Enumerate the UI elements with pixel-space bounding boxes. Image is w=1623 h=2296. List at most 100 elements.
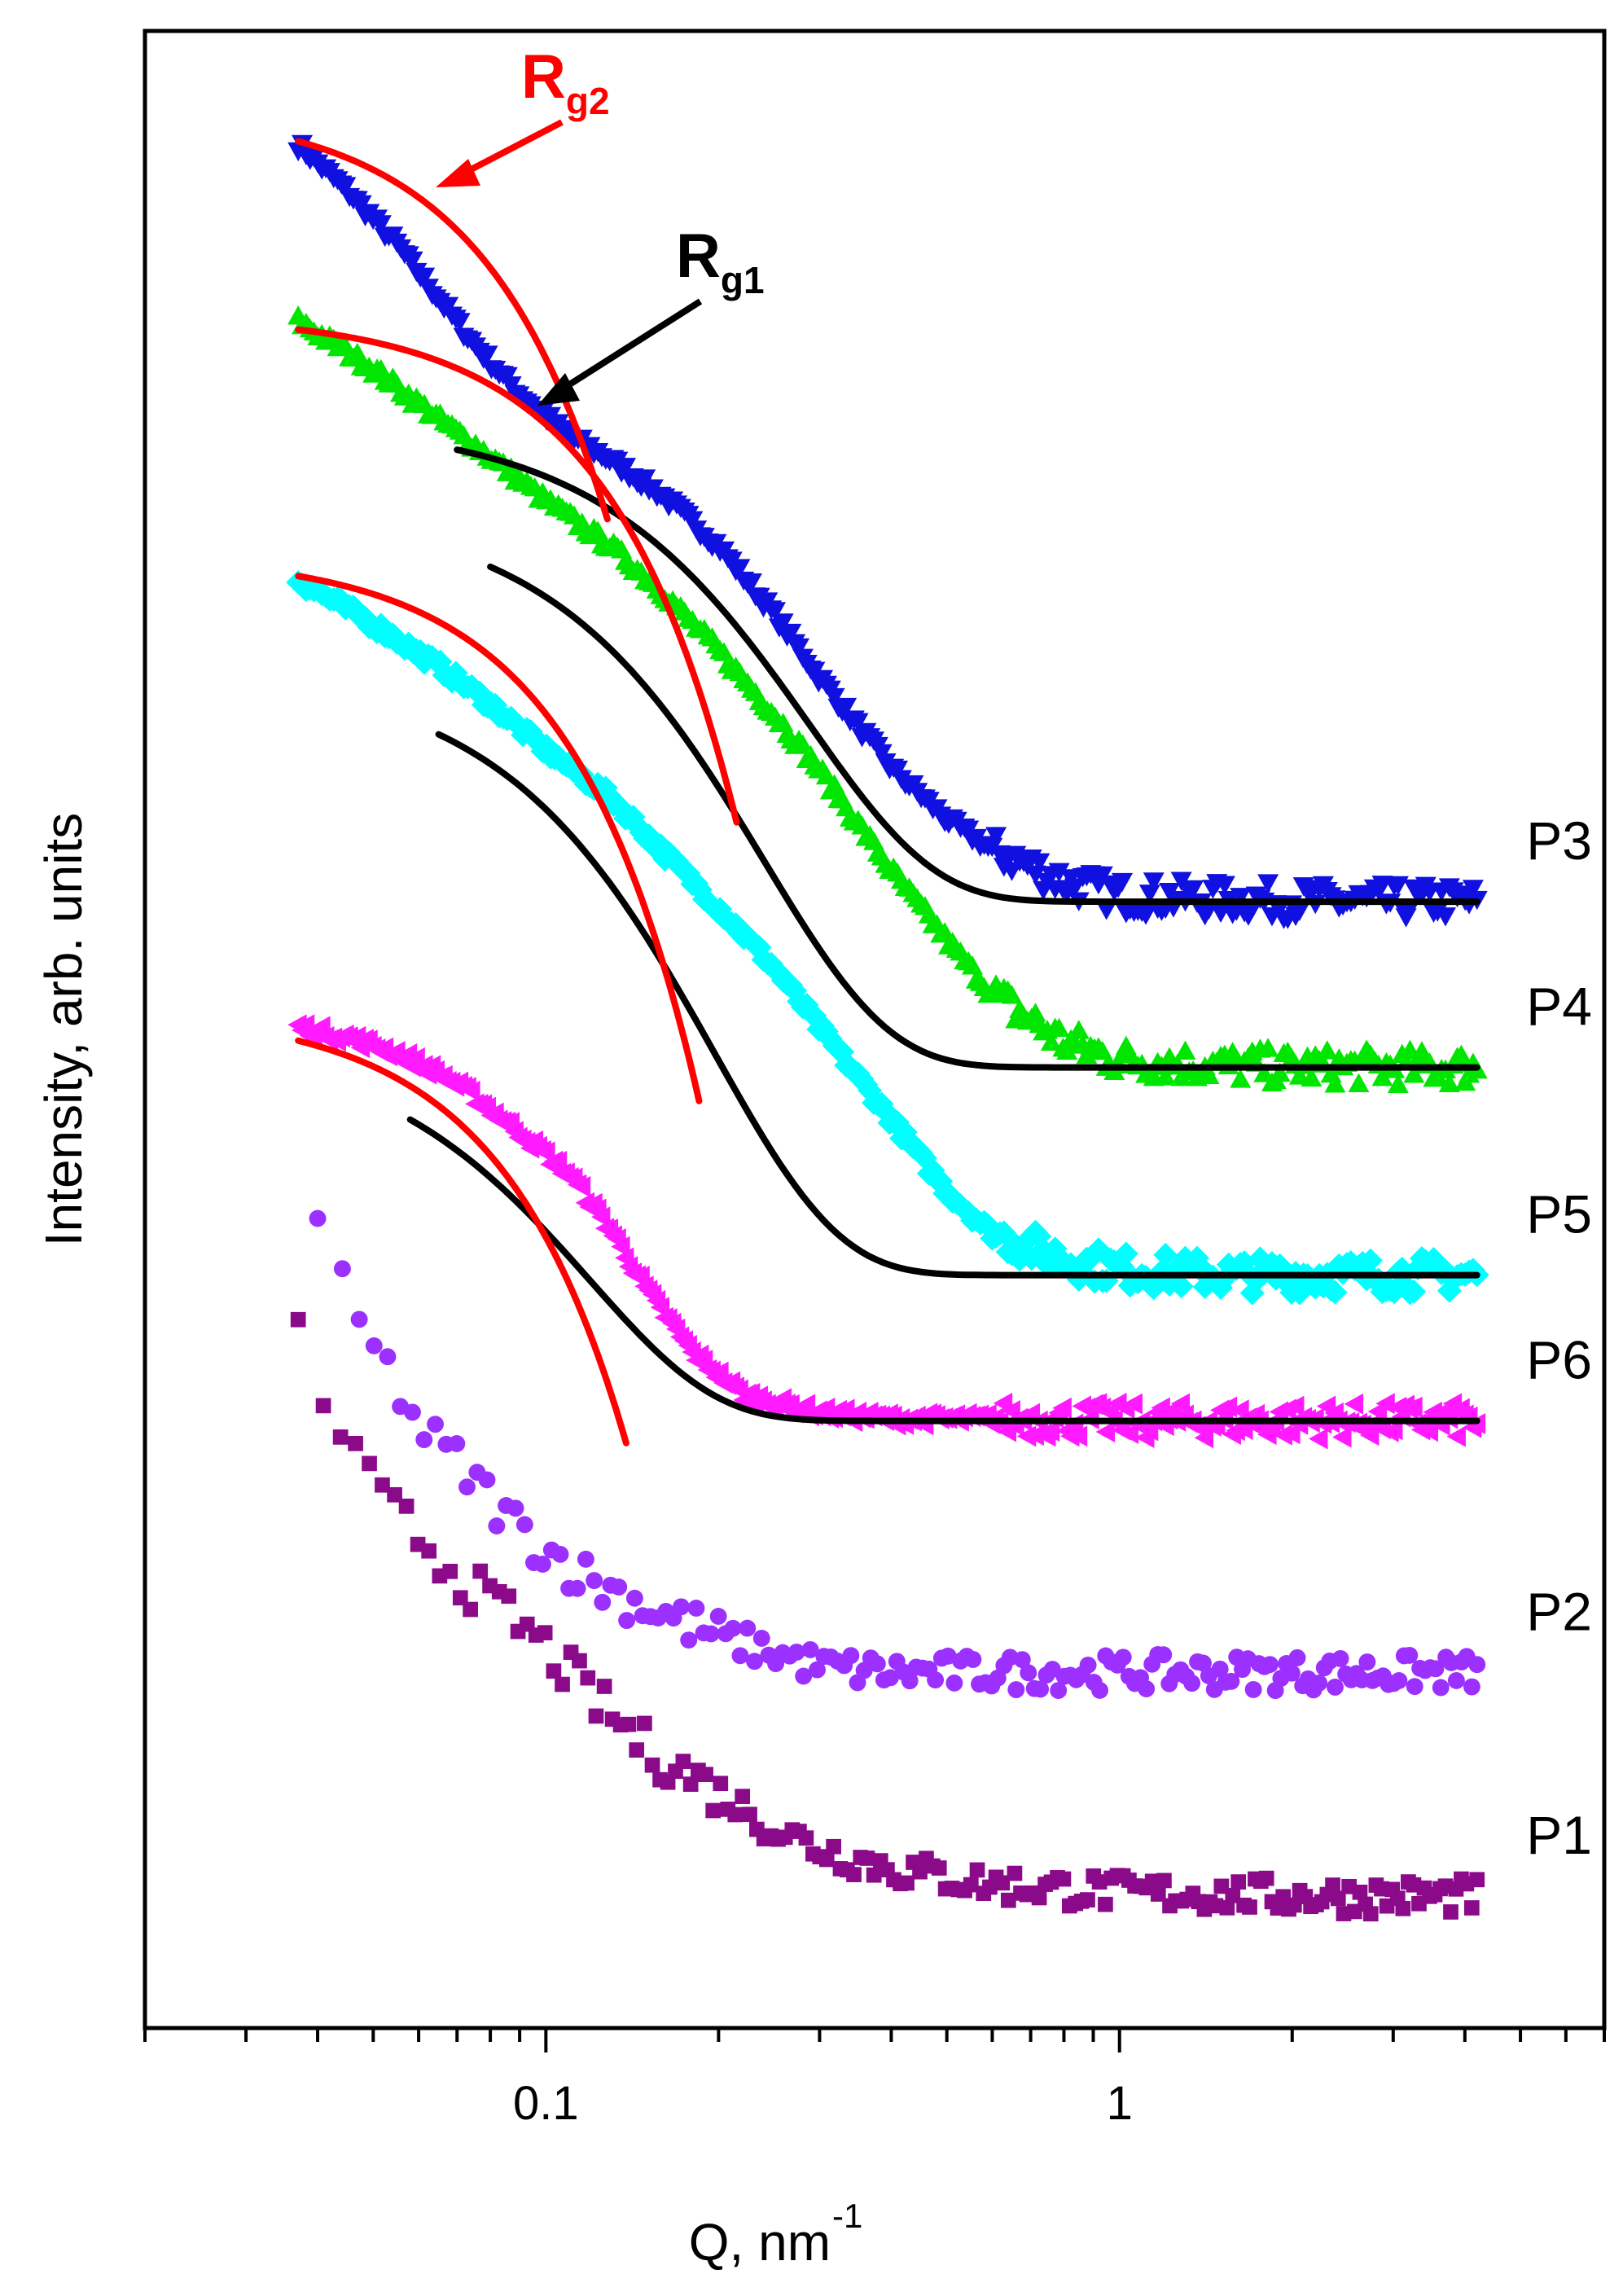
data-point xyxy=(1325,1877,1340,1893)
data-point xyxy=(1213,876,1235,895)
data-point xyxy=(985,827,1007,846)
data-point xyxy=(448,1435,466,1452)
data-point xyxy=(780,623,802,643)
data-point xyxy=(333,1260,351,1278)
data-point xyxy=(740,573,762,593)
data-point xyxy=(1113,1241,1138,1267)
data-point xyxy=(472,1563,489,1579)
data-point xyxy=(846,1867,862,1882)
data-point xyxy=(676,861,701,886)
data-point xyxy=(752,1629,770,1647)
data-point xyxy=(1050,1682,1068,1699)
data-point xyxy=(611,1236,630,1258)
data-point xyxy=(401,251,423,271)
data-point xyxy=(1344,1393,1364,1415)
data-point xyxy=(449,313,471,332)
data-point xyxy=(615,458,637,477)
data-point xyxy=(1219,1899,1235,1916)
data-point xyxy=(723,912,748,937)
data-point xyxy=(698,1767,713,1783)
series-p1 xyxy=(290,1311,1485,1922)
data-point xyxy=(1242,1899,1257,1915)
data-point xyxy=(309,1209,327,1227)
data-point xyxy=(913,1145,937,1170)
data-point xyxy=(823,774,845,793)
data-point xyxy=(458,1478,476,1496)
data-point xyxy=(1410,1041,1432,1060)
data-point xyxy=(830,1039,855,1065)
rg2-label-sub: g2 xyxy=(566,80,610,122)
data-point xyxy=(801,1640,819,1658)
data-point xyxy=(1052,1397,1072,1419)
data-point xyxy=(1080,1892,1095,1907)
data-point xyxy=(1244,1680,1262,1698)
data-point xyxy=(375,1477,390,1493)
rg1-label-main: R xyxy=(676,222,721,291)
data-point xyxy=(551,1545,569,1563)
data-point xyxy=(859,1850,875,1866)
data-point xyxy=(1048,863,1070,883)
data-point xyxy=(1016,1425,1037,1447)
data-point xyxy=(680,1631,698,1649)
data-point xyxy=(379,1348,397,1366)
data-point xyxy=(1371,1067,1393,1087)
data-point xyxy=(1390,1672,1408,1689)
data-point xyxy=(290,1311,306,1328)
data-point xyxy=(507,1499,524,1517)
data-point xyxy=(1183,1675,1201,1692)
data-point xyxy=(1153,1242,1178,1267)
data-point xyxy=(802,1003,827,1029)
data-point xyxy=(1406,1678,1423,1696)
data-point xyxy=(1257,874,1279,893)
data-point xyxy=(610,1578,628,1596)
data-point xyxy=(1462,880,1484,899)
data-point xyxy=(788,638,810,658)
data-point xyxy=(421,1543,437,1559)
data-point xyxy=(735,1789,751,1804)
data-point xyxy=(370,215,392,235)
data-point xyxy=(644,1757,660,1773)
data-point xyxy=(1281,1423,1301,1445)
data-point xyxy=(969,1862,985,1878)
data-point xyxy=(1119,1422,1139,1444)
data-point xyxy=(442,1564,458,1579)
data-point xyxy=(1401,1646,1419,1664)
data-point xyxy=(414,267,436,288)
data-point xyxy=(1287,1280,1312,1306)
data-point xyxy=(687,1600,705,1617)
rg2-fit-curve-p5 xyxy=(295,573,703,1104)
data-point xyxy=(463,1601,478,1618)
data-point xyxy=(1007,1681,1025,1698)
series-p2 xyxy=(309,1209,1486,1700)
data-point xyxy=(1230,1069,1252,1088)
data-point xyxy=(818,1851,835,1868)
data-point xyxy=(795,1667,813,1685)
data-point xyxy=(580,1670,596,1686)
data-point xyxy=(346,342,368,362)
data-point xyxy=(1283,1664,1301,1682)
data-point xyxy=(1469,1872,1485,1888)
curve-label-p4: P4 xyxy=(1526,977,1592,1037)
rg2-arrow-shaft xyxy=(458,119,564,178)
data-point xyxy=(1358,1653,1376,1670)
data-point xyxy=(858,1078,883,1104)
data-point xyxy=(1382,1280,1407,1305)
data-point xyxy=(1138,1680,1156,1697)
data-point xyxy=(994,1875,1011,1891)
data-point xyxy=(920,1157,945,1183)
data-point xyxy=(739,1619,757,1637)
data-point xyxy=(855,1662,873,1679)
data-point xyxy=(1230,888,1252,907)
data-point xyxy=(866,1867,882,1883)
data-point xyxy=(764,602,786,621)
data-point xyxy=(1112,872,1134,893)
data-point xyxy=(1257,1038,1279,1057)
data-point xyxy=(536,1141,555,1163)
data-point xyxy=(1226,1420,1245,1442)
data-point xyxy=(1330,1890,1346,1907)
rg2-fit-curve-p6 xyxy=(295,1037,629,1447)
curve-label-p1: P1 xyxy=(1526,1805,1592,1865)
data-point xyxy=(901,1672,919,1690)
data-point xyxy=(1013,1651,1031,1669)
fit-curves xyxy=(295,138,1480,1447)
